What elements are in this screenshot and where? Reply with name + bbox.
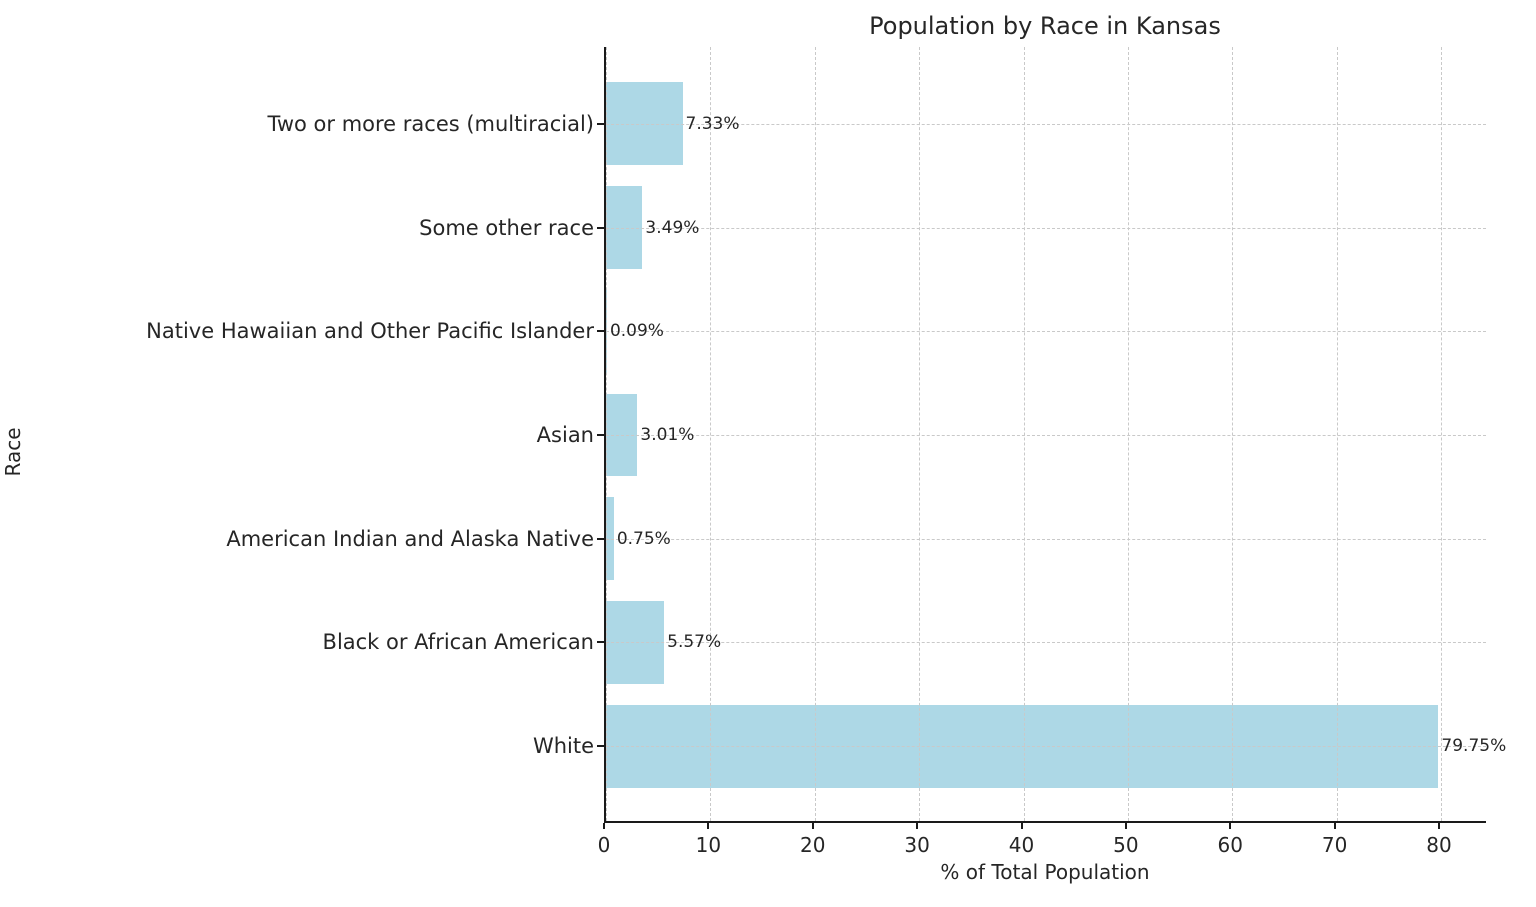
y-tick-mark (597, 641, 604, 644)
x-tick-mark (1438, 823, 1441, 829)
x-tick-label: 10 (695, 833, 722, 857)
bar-two-or-more-races-multiracial (606, 82, 683, 166)
x-tick-label: 0 (597, 833, 611, 857)
x-tick-mark (1229, 823, 1232, 829)
bar-asian (606, 393, 638, 477)
y-tick-label-asian: Asian (536, 423, 594, 447)
bar-value-label-asian: 3.01% (640, 425, 695, 445)
x-gridline (1441, 47, 1443, 821)
x-tick-mark (916, 823, 919, 829)
chart-title: Population by Race in Kansas (869, 12, 1221, 40)
x-gridline (1232, 47, 1234, 821)
x-gridline (1336, 47, 1338, 821)
y-tick-mark (597, 537, 604, 540)
x-tick-label: 80 (1426, 833, 1452, 857)
x-gridline (606, 47, 607, 821)
x-tick-mark (1333, 823, 1336, 829)
y-tick-label-native-hawaiian-and-other-pacific-islander: Native Hawaiian and Other Pacific Island… (146, 319, 594, 344)
y-gridline (606, 331, 1486, 333)
y-tick-mark (597, 122, 604, 125)
x-tick-mark (603, 823, 605, 829)
bar-american-indian-and-alaska-native (606, 497, 614, 581)
x-tick-label: 20 (800, 833, 826, 857)
x-gridline (814, 47, 816, 821)
y-gridline (606, 538, 1486, 540)
x-tick-label: 70 (1321, 833, 1348, 857)
x-gridline (710, 47, 712, 821)
bar-value-label-white: 79.75% (1441, 736, 1507, 757)
bar-value-label-native-hawaiian-and-other-pacific-islander: 0.09% (609, 321, 664, 342)
x-tick-mark (811, 823, 814, 829)
bar-value-label-american-indian-and-alaska-native: 0.75% (616, 528, 671, 549)
y-tick-label-american-indian-and-alaska-native: American Indian and Alaska Native (226, 526, 594, 551)
y-gridline (606, 227, 1486, 229)
bar-black-or-african-american (606, 600, 665, 684)
x-tick-label: 30 (904, 833, 930, 857)
y-tick-mark (597, 745, 604, 748)
bar-white (606, 704, 1439, 788)
x-gridline (1127, 47, 1129, 821)
plot-area: 7.33% 3.49% 0.09% 3.01% 0.75% 5.57% 79.75% (604, 47, 1506, 823)
x-tick-label: 60 (1217, 833, 1243, 857)
y-gridline (606, 435, 1486, 436)
x-tick-label: 40 (1008, 833, 1035, 857)
y-tick-mark (597, 226, 604, 229)
x-gridline (1023, 47, 1025, 821)
y-tick-label-some-other-race: Some other race (419, 215, 594, 240)
y-tick-label-two-or-more-races-multiracial: Two or more races (multiracial) (267, 111, 594, 136)
y-tick-label-white: White (532, 734, 594, 759)
x-tick-mark (707, 823, 710, 829)
bar-value-label-two-or-more-races-multiracial: 7.33% (685, 113, 740, 134)
y-axis-label: Race (1, 427, 25, 477)
x-tick-label: 50 (1113, 833, 1139, 857)
x-tick-mark (1020, 823, 1023, 829)
x-gridline (919, 47, 921, 821)
y-tick-mark (597, 330, 604, 333)
x-tick-mark (1124, 823, 1127, 829)
y-tick-mark (597, 434, 604, 436)
y-gridline (606, 746, 1486, 748)
y-gridline (606, 642, 1486, 644)
y-tick-label-black-or-african-american: Black or African American (322, 630, 594, 655)
bar-value-label-black-or-african-american: 5.57% (667, 632, 722, 653)
x-axis-label: % of Total Population (940, 860, 1150, 884)
y-gridline (606, 123, 1486, 125)
bar-value-label-some-other-race: 3.49% (645, 217, 700, 238)
